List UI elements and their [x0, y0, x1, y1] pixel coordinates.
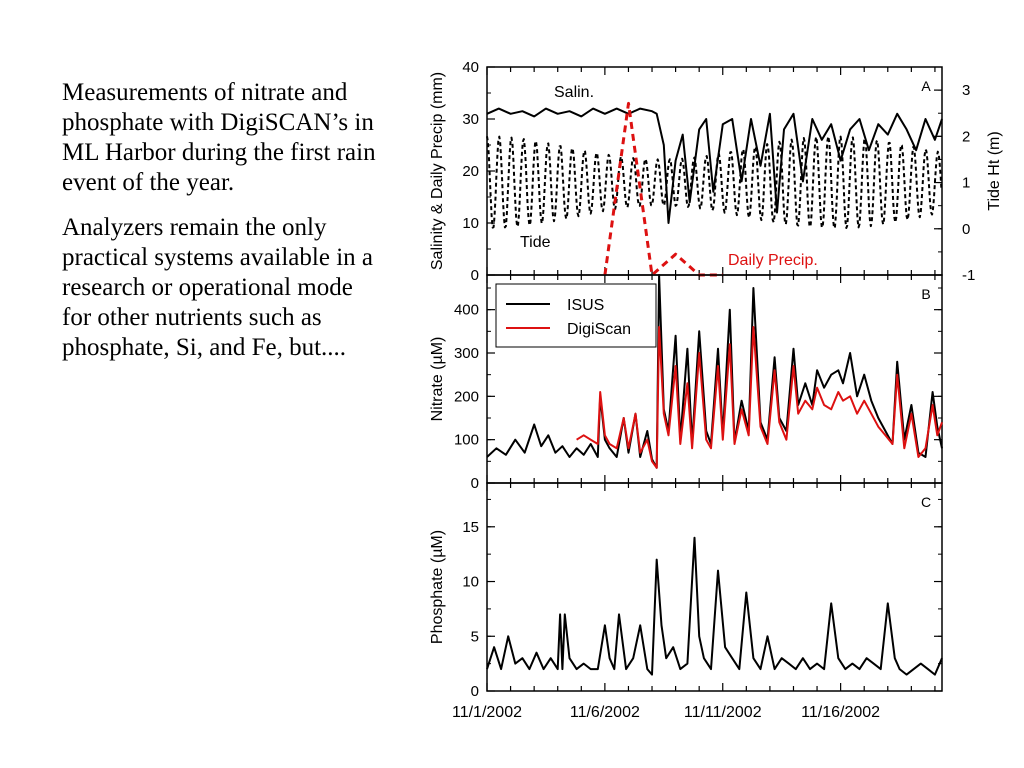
series-line	[576, 326, 943, 469]
panel-a: 0 10 20 30 40 -1 0 1 2 3 Tide Ht (m) Salinity & Dai…	[429, 59, 1003, 284]
y-tick-label: 200	[454, 388, 479, 405]
y-tick-label: 30	[462, 111, 479, 128]
y-tick-label: 0	[471, 683, 479, 700]
legend-label: DigiScan	[567, 321, 631, 338]
panel-c: 0 5 10 15 Phosphate (µM) C 11/1/2002 11/6/2002 1…	[429, 482, 943, 721]
legend-box	[495, 283, 657, 348]
y-tick-label: 40	[462, 59, 479, 76]
panel-letter: C	[921, 494, 931, 510]
y-tick-label: 10	[462, 574, 479, 591]
y-tick-label: 400	[454, 302, 479, 319]
legend-label: ISUS	[567, 297, 604, 314]
panel-frame	[486, 482, 943, 692]
panel-letter: B	[921, 286, 930, 302]
y-tick-label: 100	[454, 432, 479, 449]
paragraph-1: Measurements of nitrate and phosphate wi…	[62, 79, 376, 196]
y-axis-label: Salinity & Daily Precip (mm)	[429, 72, 446, 270]
legend: ISUS DigiScan	[495, 283, 657, 348]
y-tick-label: 0	[471, 267, 479, 284]
y-tick-label: 15	[462, 519, 479, 536]
y-tick-label: 5	[471, 628, 479, 645]
x-tick-label: 11/11/2002	[684, 704, 762, 721]
y2-tick-label: -1	[962, 267, 975, 284]
series-annotation: Salin.	[554, 84, 594, 101]
series-line	[486, 536, 943, 676]
y2-tick-label: 3	[962, 82, 970, 99]
panel-b: 0 100 200 300 400 Nitrate (µM) B ISUS DigiScan	[429, 274, 943, 492]
y2-tick-label: 2	[962, 128, 970, 145]
x-tick-label: 11/16/2002	[801, 704, 880, 721]
description-text: Measurements of nitrate and phosphate wi…	[62, 78, 382, 363]
paragraph-2: Analyzers remain the only practical syst…	[62, 214, 373, 361]
y2-axis-label: Tide Ht (m)	[986, 131, 1003, 210]
series-line	[486, 135, 943, 230]
series-annotation: Tide	[520, 234, 551, 251]
y-tick-label: 10	[462, 215, 479, 232]
series-line	[486, 107, 943, 224]
y-tick-label: 20	[462, 163, 479, 180]
x-tick-label: 11/1/2002	[452, 704, 522, 721]
series-annotation: Daily Precip.	[728, 252, 818, 269]
panel-letter: A	[921, 78, 931, 94]
y2-tick-label: 1	[962, 175, 970, 192]
y-tick-label: 300	[454, 345, 479, 362]
y-axis-label: Nitrate (µM)	[429, 337, 446, 422]
y-axis-label: Phosphate (µM)	[429, 530, 446, 644]
y2-tick-label: 0	[962, 221, 970, 238]
series-line	[603, 101, 723, 277]
y-tick-label: 0	[471, 475, 479, 492]
x-tick-label: 11/6/2002	[570, 704, 640, 721]
